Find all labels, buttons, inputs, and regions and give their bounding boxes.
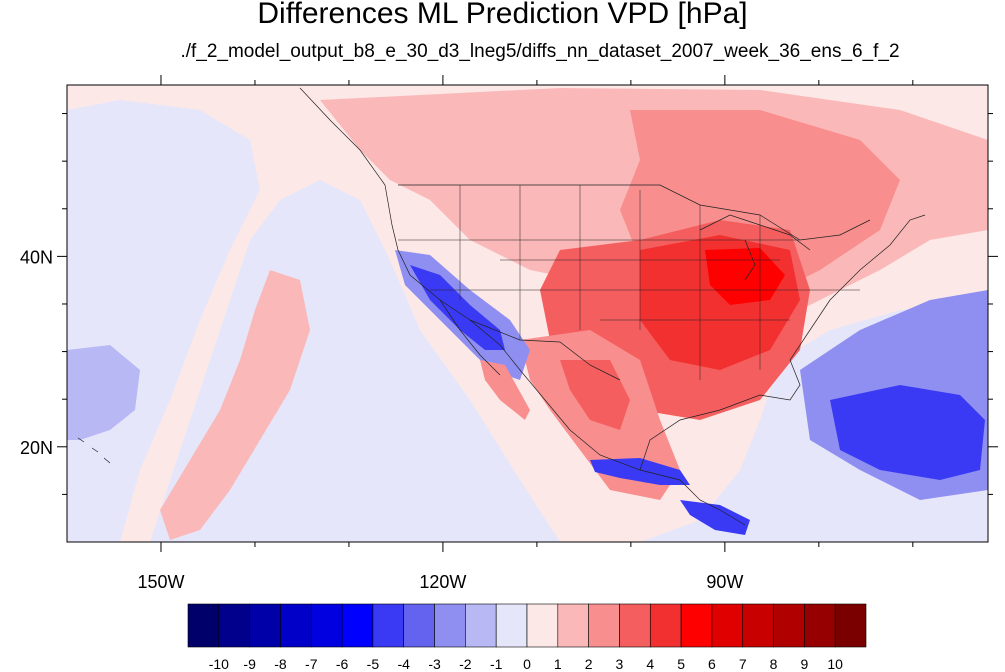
region-baja-blue-core [410, 265, 505, 350]
colorbar-label: 4 [646, 656, 654, 672]
colorbar-label: -9 [243, 656, 256, 672]
map-subtitle: ./f_2_model_output_b8_e_30_d3_lneg5/diff… [180, 41, 900, 62]
colorbar-swatch [834, 603, 867, 648]
colorbar-label: 7 [739, 656, 747, 672]
colorbar: -10 -9 -8 -7 -6 -5 -4 -3 -2 -1 0 1 2 3 4 5 6 7 8 9 10 [187, 603, 867, 672]
colorbar-swatch [280, 603, 312, 648]
x-tick-label: 120W [419, 572, 466, 592]
map-frame [66, 84, 989, 543]
region-pacific-pink-band [160, 270, 310, 540]
colorbar-label: 0 [523, 656, 531, 672]
colorbar-swatch [310, 603, 343, 648]
colorbar-label: 3 [616, 656, 624, 672]
x-tick-label: 150W [137, 572, 184, 592]
baja-coastline [439, 299, 501, 376]
colorbar-label: -2 [459, 656, 472, 672]
colorbar-swatch [218, 603, 250, 648]
colorbar-swatch [403, 603, 435, 648]
colorbar-swatch [434, 603, 466, 648]
colorbar-swatch [187, 603, 220, 648]
us-mexico-border [469, 319, 621, 381]
region-west-pacific-blue [67, 345, 140, 440]
region-ohio-valley-peak [705, 248, 785, 305]
colorbar-label: -10 [209, 656, 229, 672]
map-title: Differences ML Prediction VPD [hPa] [257, 0, 748, 30]
region-caribbean-blue-core [830, 385, 985, 480]
colorbar-swatch [465, 603, 497, 648]
colorbar-label: 6 [708, 656, 716, 672]
contour-field [67, 85, 988, 542]
state-lines [398, 185, 860, 380]
colorbar-label: -8 [274, 656, 287, 672]
colorbar-label: -4 [398, 656, 411, 672]
region-pacific-red-spot [480, 360, 530, 420]
colorbar-swatch [372, 603, 405, 648]
colorbar-swatch [619, 603, 651, 648]
y-tick-label: 40N [20, 247, 53, 267]
colorbar-label: 2 [585, 656, 593, 672]
colorbar-swatch [680, 603, 713, 648]
colorbar-label: -5 [367, 656, 380, 672]
colorbar-label: 10 [827, 656, 843, 672]
boundaries [77, 87, 926, 526]
region-mexico-core [560, 360, 630, 430]
colorbar-swatch [526, 603, 559, 648]
region-gulf-blue-strip [590, 458, 690, 485]
colorbar-swatch [804, 603, 836, 648]
colorbar-label: -3 [428, 656, 441, 672]
hawaii-islands [77, 437, 111, 464]
y-tick-label: 20N [20, 438, 53, 458]
colorbar-label: 5 [677, 656, 685, 672]
colorbar-swatch [649, 603, 682, 648]
x-tick-label: 90W [706, 572, 743, 592]
colorbar-swatch [711, 603, 744, 648]
colorbar-label: 9 [800, 656, 808, 672]
colorbar-swatch [742, 603, 774, 648]
colorbar-label: 1 [554, 656, 562, 672]
map-axes: 150W 120W 90W 20N 40N [20, 75, 998, 592]
colorbar-swatch [495, 603, 528, 648]
colorbar-label: -6 [336, 656, 349, 672]
region-central-america-blue [680, 500, 750, 535]
colorbar-label: -1 [490, 656, 503, 672]
colorbar-swatch [588, 603, 620, 648]
north-america-coastline [299, 87, 926, 526]
colorbar-label: -7 [305, 656, 318, 672]
colorbar-swatch [557, 603, 589, 648]
colorbar-label: 8 [770, 656, 778, 672]
colorbar-swatch [249, 603, 281, 648]
colorbar-swatch [341, 603, 374, 648]
colorbar-swatch [773, 603, 805, 648]
